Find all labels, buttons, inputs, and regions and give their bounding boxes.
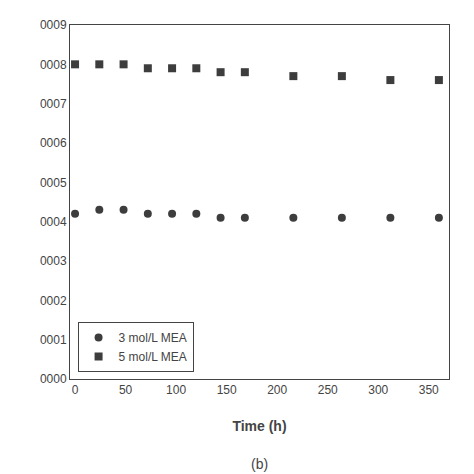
svg-text:250: 250: [318, 383, 338, 397]
svg-text:0003: 0003: [40, 254, 67, 268]
svg-text:0001: 0001: [40, 333, 67, 347]
svg-text:0006: 0006: [40, 136, 67, 150]
svg-text:3 mol/L MEA: 3 mol/L MEA: [119, 331, 187, 345]
svg-text:100: 100: [166, 383, 186, 397]
svg-text:0009: 0009: [40, 18, 67, 32]
svg-text:150: 150: [217, 383, 237, 397]
svg-text:0002: 0002: [40, 294, 67, 308]
svg-text:50: 50: [119, 383, 133, 397]
svg-text:0007: 0007: [40, 97, 67, 111]
svg-text:300: 300: [368, 383, 388, 397]
svg-text:0008: 0008: [40, 58, 67, 72]
svg-text:0005: 0005: [40, 176, 67, 190]
svg-text:5 mol/L MEA: 5 mol/L MEA: [119, 350, 187, 364]
svg-text:0000: 0000: [40, 372, 67, 386]
svg-text:(b): (b): [251, 456, 268, 472]
svg-text:200: 200: [267, 383, 287, 397]
svg-text:Time (h): Time (h): [232, 418, 286, 434]
svg-text:0004: 0004: [40, 215, 67, 229]
svg-text:350: 350: [419, 383, 439, 397]
svg-text:0: 0: [72, 383, 79, 397]
